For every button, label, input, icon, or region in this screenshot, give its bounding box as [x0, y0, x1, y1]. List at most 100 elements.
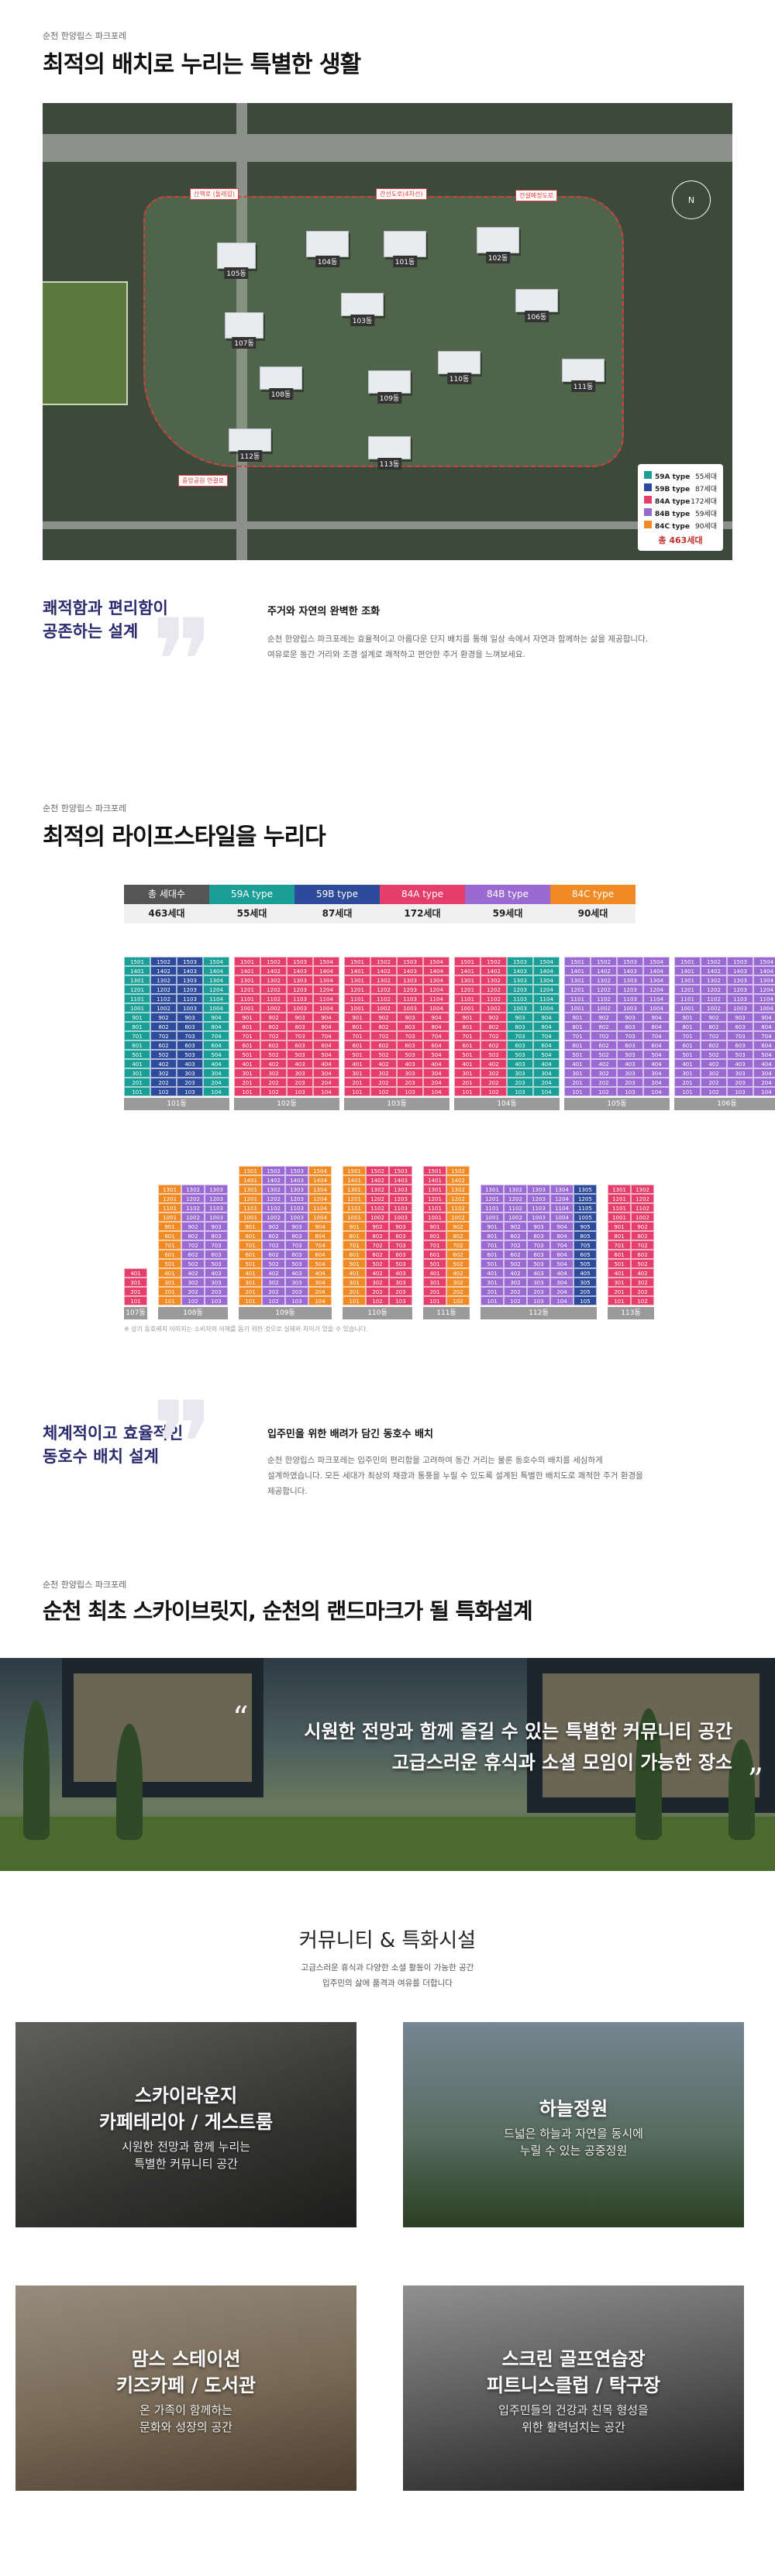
unit-cell: 1503: [177, 957, 203, 966]
facility-desc: 문화와 성장의 공간: [140, 2420, 232, 2434]
unit-cell: 502: [631, 1259, 654, 1268]
unit-cell: 1503: [287, 957, 313, 966]
unit-cell: 1201: [454, 985, 480, 994]
unit-cell: 302: [591, 1068, 617, 1078]
unit-cell: 1201: [674, 985, 701, 994]
unit-cell: 1402: [370, 966, 397, 975]
unit-cell: 101: [454, 1087, 480, 1096]
unit-cell: 1103: [727, 994, 753, 1003]
unit-cell: 1304: [753, 975, 775, 985]
unit-cell: 301: [343, 1278, 366, 1287]
building-stack: 401 301 201 101 107동: [124, 1268, 147, 1319]
unit-cell: 403: [389, 1268, 412, 1278]
unit-cell: 904: [533, 1013, 560, 1022]
unit-cell: 704: [753, 1031, 775, 1040]
unit-cell: 1102: [631, 1203, 654, 1212]
unit-cell: 702: [701, 1031, 727, 1040]
unit-cell: 603: [177, 1040, 203, 1050]
unit-cell: 102: [150, 1087, 177, 1096]
facility-card[interactable]: 스크린 골프연습장 피트니스클럽 / 탁구장 입주민들의 건강과 친목 형성을 …: [403, 2285, 744, 2491]
unit-cell: 404: [313, 1059, 339, 1068]
unit-cell: 701: [158, 1240, 181, 1250]
unit-cell: 1303: [205, 1185, 228, 1194]
unit-cell: 701: [608, 1240, 631, 1250]
unit-cell: 603: [617, 1040, 643, 1050]
unit-cell: 1503: [397, 957, 423, 966]
unit-cell: 1403: [389, 1175, 412, 1185]
unit-cell: 1404: [753, 966, 775, 975]
unit-cell: 101: [344, 1087, 370, 1096]
unit-cell: 104: [643, 1087, 670, 1096]
unit-cell: 103: [389, 1296, 412, 1305]
unit-cell: 1202: [260, 985, 287, 994]
unit-cell: 401: [344, 1059, 370, 1068]
unit-cell: 1302: [150, 975, 177, 985]
unit-cell: 1403: [397, 966, 423, 975]
unit-cell: 902: [480, 1013, 507, 1022]
unit-cell: 502: [366, 1259, 389, 1268]
unit-cell: 502: [504, 1259, 527, 1268]
unit-cell: 602: [366, 1250, 389, 1259]
unit-cell: 1104: [533, 994, 560, 1003]
unit-cell: 1502: [591, 957, 617, 966]
unit-cell: 1401: [343, 1175, 366, 1185]
unit-cell: 1001: [239, 1212, 262, 1222]
unit-cell: 1301: [608, 1185, 631, 1194]
building: 109동: [368, 370, 411, 404]
unit-cell: 203: [527, 1287, 550, 1296]
unit-cell: 203: [727, 1078, 753, 1087]
unit-cell: 1302: [181, 1185, 205, 1194]
unit-cell: 504: [203, 1050, 229, 1059]
unit-cell: 404: [643, 1059, 670, 1068]
unit-cell: 1202: [370, 985, 397, 994]
unit-cell: 501: [454, 1050, 480, 1059]
facility-title: 키즈카페 / 도서관: [115, 2375, 257, 2396]
unit-cell: 601: [124, 1040, 150, 1050]
unit-cell: 701: [480, 1240, 504, 1250]
unit-cell: 503: [397, 1050, 423, 1059]
unit-cell: 304: [313, 1068, 339, 1078]
unit-cell: 601: [234, 1040, 260, 1050]
building-stack: 1501 1502 1503 1504 1401 1402 1403 1404 1301 1302…: [564, 957, 670, 1110]
building-label: 108동: [158, 1307, 228, 1319]
facility-card[interactable]: 맘스 스테이션 키즈카페 / 도서관 온 가족이 함께하는 문화와 성장의 공간: [16, 2285, 356, 2491]
facility-card[interactable]: 하늘정원 드넓은 하늘과 자연을 동시에 누릴 수 있는 공중정원: [403, 2022, 744, 2227]
unit-cell: 804: [308, 1231, 332, 1240]
unit-cell: 402: [480, 1059, 507, 1068]
unit-cell: 503: [205, 1259, 228, 1268]
unit-cell: 502: [591, 1050, 617, 1059]
unit-cell: 303: [507, 1068, 533, 1078]
unit-cell: 1001: [234, 1003, 260, 1013]
building: 108동: [260, 366, 302, 400]
unit-cell: 204: [533, 1078, 560, 1087]
facility-card[interactable]: 스카이라운지 카페테리아 / 게스트룸 시원한 전망과 함께 누리는 특별한 커…: [16, 2022, 356, 2227]
unit-cell: 201: [343, 1287, 366, 1296]
unit-cell: 1301: [423, 1185, 446, 1194]
unit-cell: 1504: [203, 957, 229, 966]
unit-cell: 1302: [370, 975, 397, 985]
unit-cell: 201: [480, 1287, 504, 1296]
unit-cell: 1303: [727, 975, 753, 985]
unit-cell: 1301: [158, 1185, 181, 1194]
unit-cell: 1502: [366, 1166, 389, 1175]
unit-cell: 803: [389, 1231, 412, 1240]
unit-cell: 102: [262, 1296, 285, 1305]
unit-cell: 1403: [177, 966, 203, 975]
unit-cell: 301: [124, 1278, 147, 1287]
unit-cell: 602: [631, 1250, 654, 1259]
unit-cell: 902: [262, 1222, 285, 1231]
unit-cell: 402: [150, 1059, 177, 1068]
quote-heading: 체계적이고 효율적인 동호수 배치 설계: [43, 1422, 183, 1468]
open-quote-icon: “: [232, 1701, 249, 1736]
unit-cell: 203: [287, 1078, 313, 1087]
unit-cell: 1103: [389, 1203, 412, 1212]
unit-cell: 1002: [504, 1212, 527, 1222]
unit-cell: 1102: [366, 1203, 389, 1212]
unit-cell: 1203: [527, 1194, 550, 1203]
unit-cell: 601: [480, 1250, 504, 1259]
building-label: 112동: [480, 1307, 597, 1319]
unit-cell: 102: [631, 1296, 654, 1305]
unit-cell: 1401: [344, 966, 370, 975]
unit-cell: 1502: [701, 957, 727, 966]
unit-cell: 1404: [308, 1175, 332, 1185]
